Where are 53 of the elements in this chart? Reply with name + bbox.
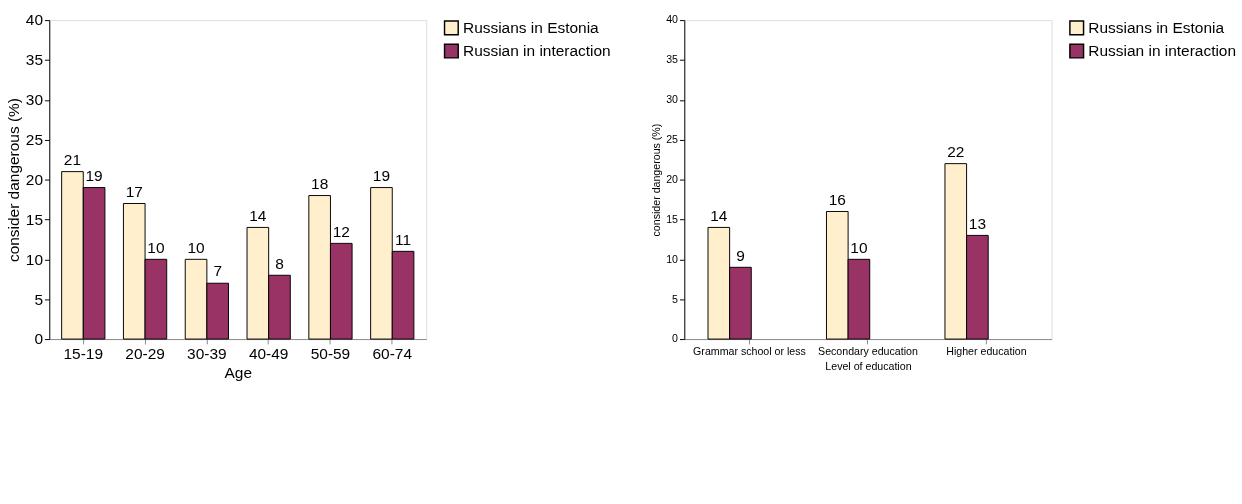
y-tick-label: 35: [666, 53, 679, 66]
legend-label: Russian in interaction: [462, 41, 611, 59]
data-label: 18: [311, 174, 329, 192]
y-tick-label: 25: [25, 131, 44, 149]
y-tick-label: 20: [25, 170, 44, 188]
x-tick-label: 30-39: [187, 344, 227, 362]
data-label: 14: [710, 206, 728, 224]
y-tick-label: 0: [34, 330, 44, 348]
y-tick-label: 15: [25, 210, 44, 228]
data-label: 12: [332, 222, 350, 240]
y-tick-label: 5: [672, 292, 679, 305]
legend-label: Russians in Estonia: [1088, 18, 1225, 36]
data-label: 11: [395, 230, 412, 248]
data-label: 22: [947, 142, 965, 160]
y-tick-label: 30: [666, 93, 679, 106]
data-label: 10: [850, 238, 868, 256]
y-tick-label: 40: [666, 13, 679, 26]
data-label: 17: [125, 182, 143, 200]
x-tick-label: 20-29: [125, 344, 165, 362]
x-tick-label: 50-59: [310, 344, 351, 362]
data-label: 8: [275, 254, 284, 272]
x-tick-label: Higher education: [946, 345, 1027, 358]
data-label: 10: [187, 238, 205, 256]
y-axis-title: consider dangerous (%): [650, 123, 663, 237]
x-tick-label: Grammar school or less: [693, 345, 806, 358]
data-label: 19: [372, 166, 391, 184]
data-label: 7: [213, 262, 222, 280]
y-tick-label: 25: [666, 133, 679, 146]
x-tick-label: Secondary education: [818, 345, 918, 358]
data-label: 10: [147, 238, 165, 256]
y-tick-label: 0: [672, 332, 679, 345]
y-tick-label: 15: [666, 212, 679, 225]
x-axis-title: Level of education: [825, 359, 912, 372]
y-tick-label: 10: [666, 252, 679, 265]
data-label: 14: [249, 206, 267, 224]
data-label: 13: [968, 214, 987, 232]
y-tick-label: 10: [25, 250, 44, 268]
x-tick-label: 60-74: [372, 344, 413, 362]
legend-label: Russians in Estonia: [462, 18, 600, 36]
x-axis-title: Age: [224, 364, 252, 382]
y-tick-label: 35: [25, 51, 44, 69]
data-label: 21: [63, 150, 82, 168]
legend-label: Russian in interaction: [1088, 41, 1237, 59]
y-tick-label: 20: [666, 172, 679, 185]
y-tick-label: 5: [34, 290, 44, 308]
data-label: 16: [828, 190, 846, 208]
x-tick-label: 40-49: [248, 344, 289, 362]
y-tick-label: 30: [25, 91, 44, 109]
y-axis-title: consider dangerous (%): [5, 98, 23, 263]
data-label: 9: [736, 246, 745, 264]
y-tick-label: 40: [25, 11, 44, 29]
x-tick-label: 15-19: [63, 344, 104, 362]
data-label: 19: [85, 166, 103, 184]
